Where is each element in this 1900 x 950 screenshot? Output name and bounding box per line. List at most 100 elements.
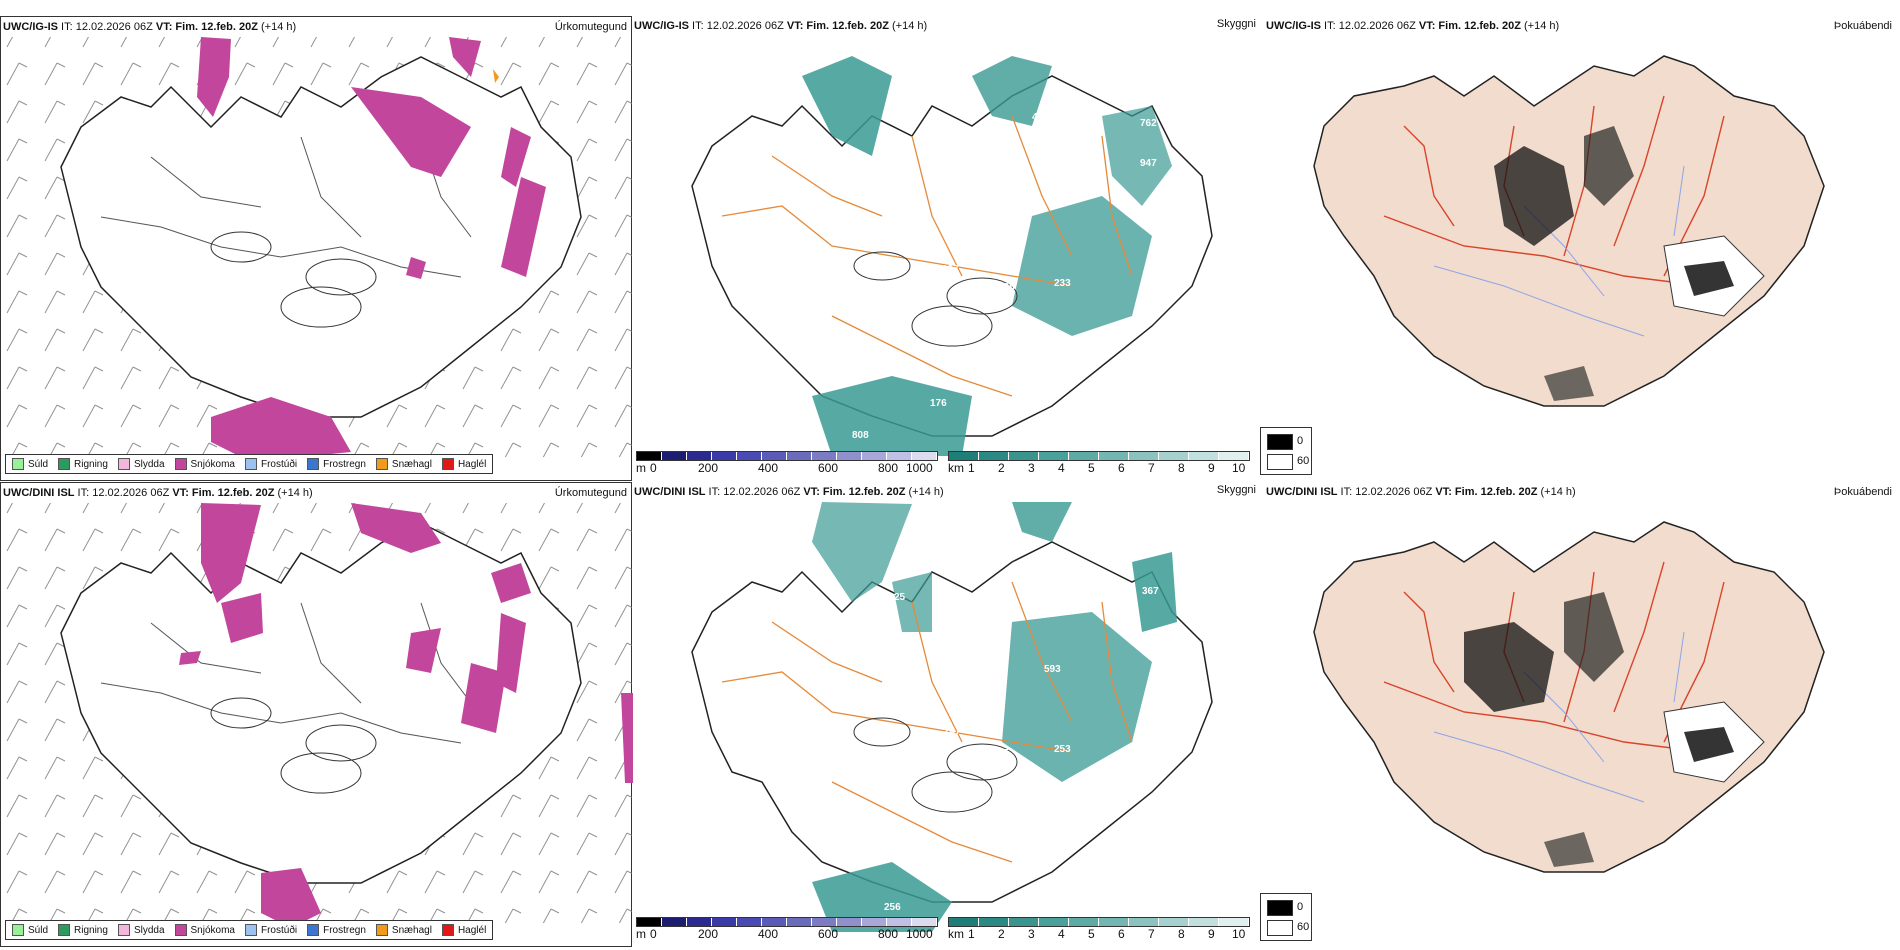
fog-panel-row2: UWC/DINI ISL IT: 12.02.2026 06Z VT: Fim.… <box>1260 482 1896 947</box>
lead-time: (+14 h) <box>1537 486 1576 498</box>
legend-item: Frostregn <box>307 924 366 936</box>
fog-key-swatch <box>1267 920 1293 936</box>
scale-segment <box>887 452 912 460</box>
legend-item: Snæhagl <box>375 458 432 470</box>
scale-segment <box>1069 452 1099 460</box>
legend-swatch <box>244 458 257 470</box>
scale-tick: 6 <box>1118 927 1125 941</box>
scale-segment <box>1069 918 1099 926</box>
scale-tick: 7 <box>1148 927 1155 941</box>
scale-tick: 600 <box>818 927 839 941</box>
legend-label: Rigning <box>74 458 108 470</box>
lead-time: (+14 h) <box>888 20 928 32</box>
height-scale-bar <box>636 917 938 927</box>
panel-type-label: Þokuábendi <box>1833 486 1892 498</box>
legend-swatch <box>12 924 24 936</box>
scale-segment <box>1189 918 1219 926</box>
legend-swatch <box>12 458 24 470</box>
fog-key-swatch <box>1267 434 1293 450</box>
scale-tick: 600 <box>818 461 839 475</box>
scale-segment <box>1009 918 1039 926</box>
height-label: 947 <box>1140 158 1157 169</box>
scale-segment <box>637 918 662 926</box>
init-time: IT: 12.02.2026 06Z <box>689 20 787 32</box>
legend-swatch <box>244 924 257 936</box>
scale-segment <box>1009 452 1039 460</box>
scale-segment <box>887 918 912 926</box>
scale-segment <box>737 452 762 460</box>
scale-tick: 5 <box>1088 927 1095 941</box>
scale-segment <box>862 918 887 926</box>
height-label: 892 <box>1064 122 1081 133</box>
scale-segment <box>662 918 687 926</box>
valid-time: VT: Fim. 12.feb. 20Z <box>803 486 906 498</box>
height-label: 235 <box>998 282 1015 293</box>
legend-item: Frostúði <box>244 924 297 936</box>
legend-item: Haglél <box>441 458 486 470</box>
precip-legend: Súld Rigning Slydda Snjókoma Frostúði Fr… <box>5 920 494 940</box>
scale-tick: 4 <box>1058 927 1065 941</box>
legend-swatch <box>441 924 454 936</box>
scale-segment <box>1129 918 1159 926</box>
legend-item: Rigning <box>58 458 108 470</box>
scale-unit: km <box>948 927 964 941</box>
height-label: 37 <box>1068 534 1080 545</box>
legend-label: Frostúði <box>260 458 298 470</box>
panel-header: UWC/IG-IS IT: 12.02.2026 06Z VT: Fim. 12… <box>3 21 296 33</box>
scale-tick: 2 <box>998 927 1005 941</box>
init-time: IT: 12.02.2026 06Z <box>1321 20 1419 32</box>
scale-segment <box>1159 918 1189 926</box>
legend-swatch <box>174 458 187 470</box>
legend-swatch <box>174 924 187 936</box>
scale-segment <box>737 918 762 926</box>
scale-segment <box>637 452 662 460</box>
scale-tick: 7 <box>1148 461 1155 475</box>
valid-time: VT: Fim. 12.feb. 20Z <box>172 487 275 499</box>
scale-tick: 200 <box>698 927 719 941</box>
legend-swatch <box>58 458 71 470</box>
height-scale-bar <box>636 451 938 461</box>
scale-segment <box>837 452 862 460</box>
height-label: 25 <box>894 592 906 603</box>
height-label: 176 <box>930 398 947 409</box>
scale-segment <box>787 452 812 460</box>
scale-tick: 3 <box>1028 927 1035 941</box>
scale-segment <box>687 452 712 460</box>
panel-header: UWC/DINI ISL IT: 12.02.2026 06Z VT: Fim.… <box>1266 486 1576 498</box>
height-label: 367 <box>1142 586 1159 597</box>
scale-segment <box>1129 452 1159 460</box>
model-name: UWC/DINI ISL <box>634 486 706 498</box>
fog-key: 0 60 <box>1260 427 1312 475</box>
scale-segment <box>1099 452 1129 460</box>
height-label: 737 <box>1160 220 1177 231</box>
panel-type-label: Úrkomutegund <box>554 487 627 499</box>
scale-tick: 200 <box>698 461 719 475</box>
visibility-scale-bar <box>948 917 1250 927</box>
scale-segment <box>787 918 812 926</box>
valid-time: VT: Fim. 12.feb. 20Z <box>786 20 889 32</box>
legend-item: Frostregn <box>307 458 366 470</box>
legend-label: Rigning <box>74 924 108 936</box>
precip-map <box>2 503 633 928</box>
fog-key-label: 0 <box>1297 435 1304 447</box>
scale-tick: 1000 <box>906 461 933 475</box>
height-label: 59 <box>910 866 922 877</box>
legend-label: Snjókoma <box>190 458 235 470</box>
scale-tick: 1 <box>968 461 975 475</box>
scale-tick: 9 <box>1208 461 1215 475</box>
fog-key-swatch <box>1267 900 1293 916</box>
model-name: UWC/IG-IS <box>634 20 689 32</box>
panel-header: UWC/DINI ISL IT: 12.02.2026 06Z VT: Fim.… <box>634 486 944 498</box>
init-time: IT: 12.02.2026 06Z <box>1337 486 1436 498</box>
legend-item: Haglél <box>441 924 486 936</box>
height-label: 125 <box>992 748 1009 759</box>
legend-item: Slydda <box>117 924 165 936</box>
scale-tick: 10 <box>1232 927 1246 941</box>
height-label: 154 <box>932 868 949 879</box>
init-time: IT: 12.02.2026 06Z <box>74 487 173 499</box>
scale-segment <box>979 918 1009 926</box>
scale-tick: 10 <box>1232 461 1246 475</box>
panel-header: UWC/IG-IS IT: 12.02.2026 06Z VT: Fim. 12… <box>634 20 927 32</box>
scale-segment <box>662 452 687 460</box>
scale-unit: km <box>948 461 964 475</box>
